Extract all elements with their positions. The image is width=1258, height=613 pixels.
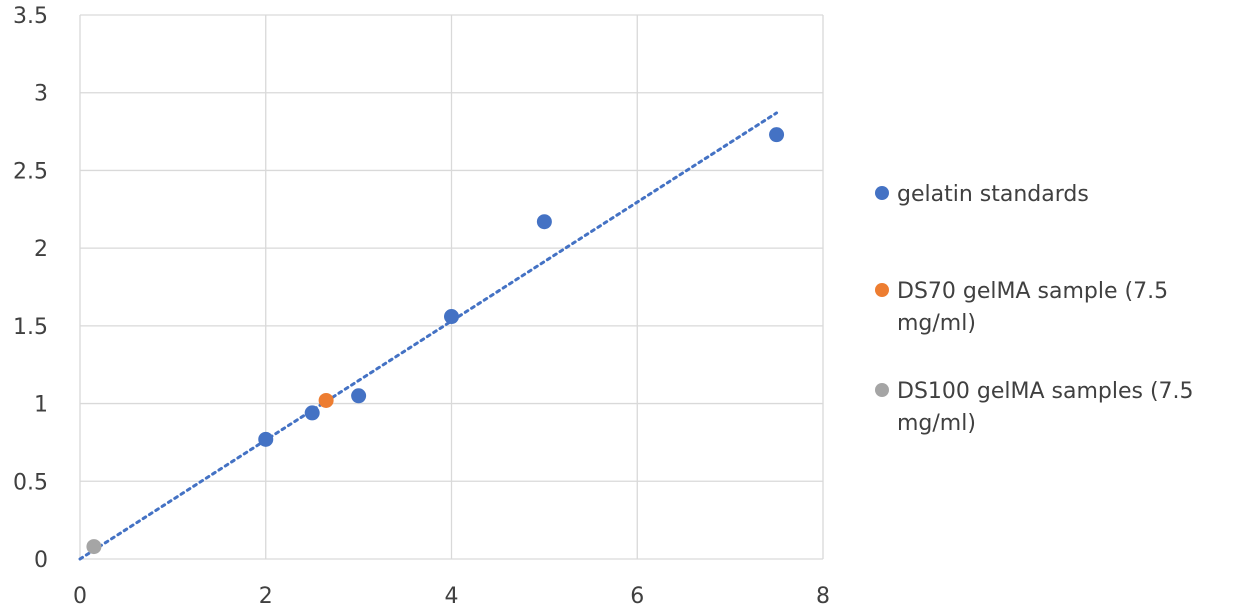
y-tick-label: 1.5 — [13, 315, 48, 340]
legend-marker — [875, 186, 889, 200]
data-point — [304, 405, 320, 421]
legend-marker — [875, 383, 889, 397]
y-tick-label: 3 — [34, 82, 48, 107]
data-point — [769, 127, 785, 143]
y-tick-label: 1 — [34, 393, 48, 418]
trendline-group — [78, 111, 779, 561]
data-point — [444, 309, 459, 325]
legend-marker — [875, 283, 889, 297]
y-tick-label: 0.5 — [13, 470, 48, 495]
legend-label: mg/ml) — [897, 311, 976, 336]
x-tick-label: 2 — [259, 584, 273, 609]
y-axis-ticks: 0 0.5 1 1.5 2 2.5 3 3.5 — [13, 4, 48, 573]
x-tick-label: 4 — [445, 584, 459, 609]
legend: gelatin standards DS70 gelMA sample (7.5 m… — [875, 182, 1194, 436]
data-point — [258, 431, 274, 447]
y-tick-label: 3.5 — [13, 4, 48, 29]
legend-label: DS70 gelMA sample (7.5 — [897, 279, 1168, 304]
gridlines — [79, 14, 824, 560]
y-tick-label: 2 — [34, 237, 48, 262]
x-tick-label: 6 — [630, 584, 644, 609]
data-point — [86, 539, 102, 555]
data-point — [536, 214, 552, 230]
x-tick-label: 8 — [816, 584, 830, 609]
data-point — [351, 388, 367, 404]
data-points — [86, 127, 785, 555]
legend-label: gelatin standards — [897, 182, 1089, 207]
data-point — [318, 392, 334, 408]
y-tick-label: 2.5 — [13, 159, 48, 184]
trendline — [78, 111, 779, 561]
legend-label: DS100 gelMA samples (7.5 — [897, 379, 1194, 404]
x-tick-label: 0 — [73, 584, 87, 609]
y-tick-label: 0 — [34, 548, 48, 573]
x-axis-ticks: 0 2 4 6 8 — [73, 584, 830, 609]
legend-label: mg/ml) — [897, 411, 976, 436]
